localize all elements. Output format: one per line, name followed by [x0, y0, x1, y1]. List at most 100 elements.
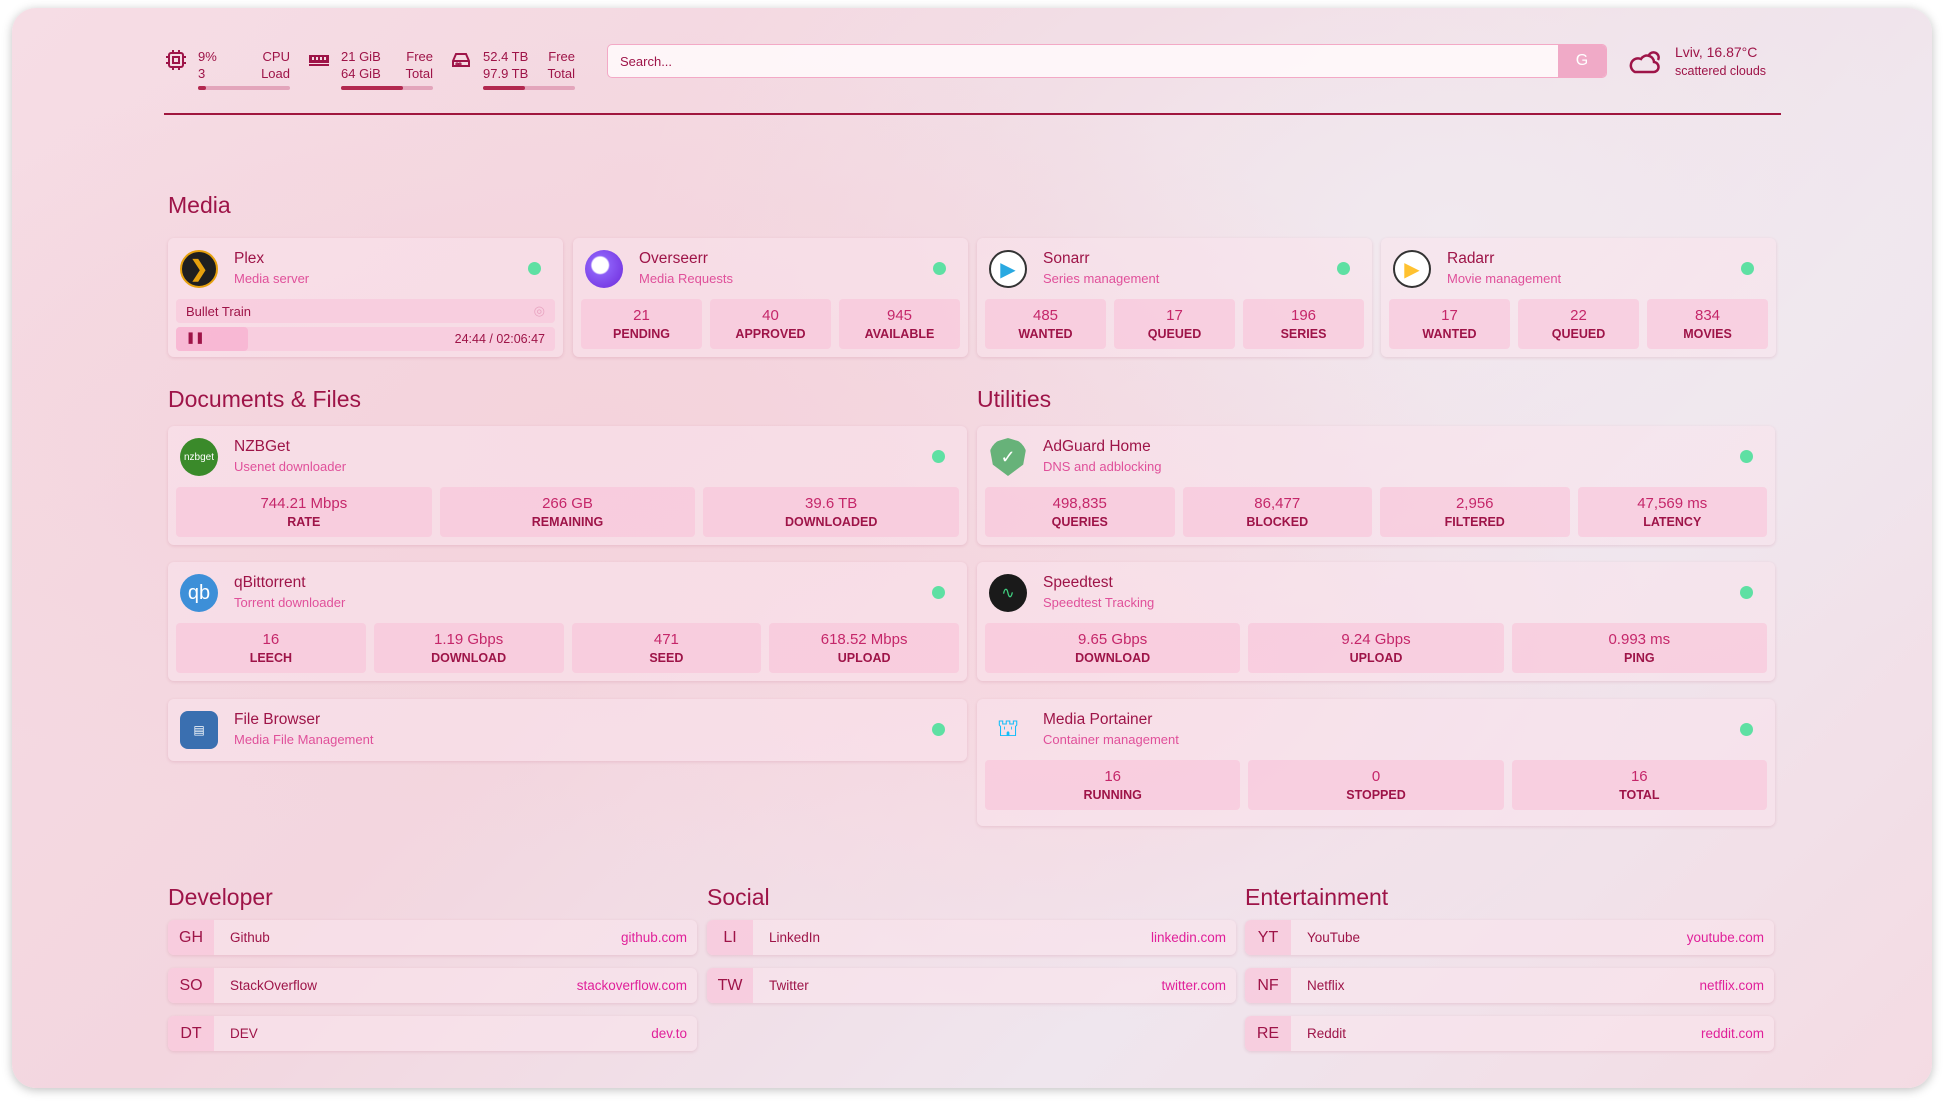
app-subtitle: Usenet downloader — [234, 459, 347, 474]
playback-bar[interactable]: ❚❚ 24:44 / 02:06:47 — [176, 327, 555, 351]
stat-value: 86,477 — [1254, 495, 1301, 512]
bookmark-name: Reddit — [1307, 1026, 1347, 1041]
stat-upload: 9.24 Gbps UPLOAD — [1248, 623, 1504, 673]
bookmark-url[interactable]: stackoverflow.com — [576, 978, 687, 993]
app-subtitle: Movie management — [1447, 271, 1562, 286]
bookmark-reddit[interactable]: RE Reddit reddit.com — [1245, 1016, 1774, 1051]
app-name: Speedtest — [1043, 574, 1113, 591]
stats-row: 744.21 Mbps RATE 266 GB REMAINING 39.6 TB DOW… — [176, 487, 960, 537]
file-browser-icon: ▤ — [180, 711, 218, 749]
cloud-icon — [1629, 51, 1660, 74]
qbittorrent-card[interactable]: qb qBittorrent Torrent downloader 16 LEEC… — [168, 562, 967, 681]
bookmark-url[interactable]: reddit.com — [1700, 1026, 1764, 1041]
portainer-card[interactable]: ⛫ Media Portainer Container management 1… — [977, 699, 1775, 826]
speedtest-card[interactable]: ∿ Speedtest Speedtest Tracking 9.65 Gbps… — [977, 562, 1775, 681]
search-input[interactable] — [608, 53, 1558, 69]
weather-widget[interactable]: Lviv, 16.87°C scattered clouds — [1627, 44, 1766, 78]
stat-value: 16 — [262, 631, 280, 648]
bookmark-abbreviation: GH — [168, 920, 214, 955]
section-title-social: Social — [707, 884, 770, 910]
stat-label: UPLOAD — [837, 651, 891, 665]
bookmark-url[interactable]: twitter.com — [1161, 978, 1226, 993]
qbittorrent-icon: qb — [180, 574, 218, 612]
stat-total: 16 TOTAL — [1511, 760, 1767, 810]
weather-location: Lviv, 16.87°C — [1675, 44, 1758, 60]
app-name: AdGuard Home — [1043, 438, 1151, 455]
stat-seed: 471 SEED — [571, 623, 762, 673]
bookmark-name: StackOverflow — [230, 978, 318, 993]
overseerr-card[interactable]: Overseerr Media Requests 21 PENDING 40 APPR… — [573, 238, 968, 357]
disk-value: 52.4 TB — [483, 49, 529, 64]
app-subtitle: DNS and adblocking — [1043, 459, 1162, 474]
bookmark-linkedin[interactable]: LI LinkedIn linkedin.com — [707, 920, 1236, 955]
stat-value: 9.65 Gbps — [1078, 631, 1148, 648]
stat-leech: 16 LEECH — [176, 623, 366, 673]
bookmark-stackoverflow[interactable]: SO StackOverflow stackoverflow.com — [168, 968, 697, 1003]
section-title-media: Media — [168, 192, 231, 218]
stat-value: 40 — [762, 307, 779, 324]
bookmark-twitter[interactable]: TW Twitter twitter.com — [707, 968, 1236, 1003]
bookmark-abbreviation: DT — [168, 1016, 214, 1051]
stats-row: 21 PENDING 40 APPROVED 945 AVAILABLE — [581, 299, 960, 349]
bookmark-name: DEV — [230, 1026, 258, 1041]
file-browser-card[interactable]: ▤ File Browser Media File Management — [168, 699, 967, 761]
app-name: qBittorrent — [234, 574, 306, 591]
bookmark-abbreviation: TW — [707, 968, 753, 1003]
playback-time: 24:44 / 02:06:47 — [454, 332, 545, 346]
bookmark-dev[interactable]: DT DEV dev.to — [168, 1016, 697, 1051]
stat-value: 471 — [653, 631, 679, 648]
adguard-shield-icon: ✓ — [989, 438, 1027, 476]
stat-pending: 21 PENDING — [581, 299, 702, 349]
cpu-label: CPU — [262, 49, 290, 64]
cpu-value: 9% — [198, 49, 217, 64]
app-name: Plex — [234, 250, 265, 267]
stat-queued: 17 QUEUED — [1114, 299, 1235, 349]
app-name: NZBGet — [234, 438, 290, 455]
stat-label: DOWNLOAD — [1075, 651, 1151, 665]
bookmark-youtube[interactable]: YT YouTube youtube.com — [1245, 920, 1774, 955]
stat-value: 47,569 ms — [1637, 495, 1708, 512]
stat-wanted: 17 WANTED — [1389, 299, 1510, 349]
app-subtitle: Speedtest Tracking — [1043, 595, 1155, 610]
status-dot — [1740, 586, 1753, 599]
bookmark-url[interactable]: github.com — [620, 930, 687, 945]
stat-value: 266 GB — [542, 495, 593, 512]
stat-value: 196 — [1290, 307, 1317, 324]
bookmark-url[interactable]: netflix.com — [1699, 978, 1764, 993]
plex-icon: ❯ — [180, 250, 218, 288]
bookmark-url[interactable]: dev.to — [651, 1026, 687, 1041]
app-subtitle: Media Requests — [639, 271, 733, 286]
stat-label: BLOCKED — [1246, 515, 1309, 529]
bookmark-url[interactable]: linkedin.com — [1150, 930, 1226, 945]
bookmark-netflix[interactable]: NF Netflix netflix.com — [1245, 968, 1774, 1003]
stat-label: RATE — [287, 515, 321, 529]
radarr-card[interactable]: ▶ Radarr Movie management 17 WANTED 22 QUEU… — [1381, 238, 1776, 357]
playback-progress — [176, 327, 248, 351]
bookmark-name: YouTube — [1307, 930, 1361, 945]
stat-label: REMAINING — [531, 515, 604, 529]
stat-series: 196 SERIES — [1243, 299, 1364, 349]
stats-row: 9.65 Gbps DOWNLOAD 9.24 Gbps UPLOAD 0.993 ms… — [985, 623, 1767, 673]
search-provider-button[interactable]: G — [1558, 45, 1606, 77]
disk-label2: Total — [547, 66, 575, 81]
sonarr-card[interactable]: ▶ Sonarr Series management 485 WANTED 17 QU… — [977, 238, 1372, 357]
pause-icon[interactable]: ❚❚ — [186, 332, 205, 344]
bookmark-url[interactable]: youtube.com — [1686, 930, 1764, 945]
portainer-icon: ⛫ — [996, 715, 1020, 742]
stat-value: 21 — [633, 307, 650, 324]
cpu-widget: 9% 3 CPU Load — [164, 48, 290, 90]
stat-approved: 40 APPROVED — [710, 299, 831, 349]
nzbget-card[interactable]: nzbget NZBGet Usenet downloader 744.21 M… — [168, 426, 967, 545]
radarr-icon: ▶ — [1393, 250, 1431, 288]
dashboard: 9% 3 CPU Load 21 GiB 64 GiB Free Total 52.4 … — [12, 8, 1932, 1088]
app-subtitle: Torrent downloader — [234, 595, 346, 610]
bookmark-github[interactable]: GH Github github.com — [168, 920, 697, 955]
plex-card[interactable]: ❯ Plex Media server Bullet Train ◎ ❚❚ 24… — [168, 238, 563, 357]
stat-stopped: 0 STOPPED — [1248, 760, 1504, 810]
stat-value: 1.19 Gbps — [434, 631, 504, 648]
adguard-card[interactable]: ✓ AdGuard Home DNS and adblocking 498,83… — [977, 426, 1775, 545]
weather-description: scattered clouds — [1675, 64, 1767, 78]
stat-label: AVAILABLE — [864, 327, 935, 341]
bookmark-name: Netflix — [1307, 978, 1345, 993]
cpu-icon — [166, 50, 186, 70]
